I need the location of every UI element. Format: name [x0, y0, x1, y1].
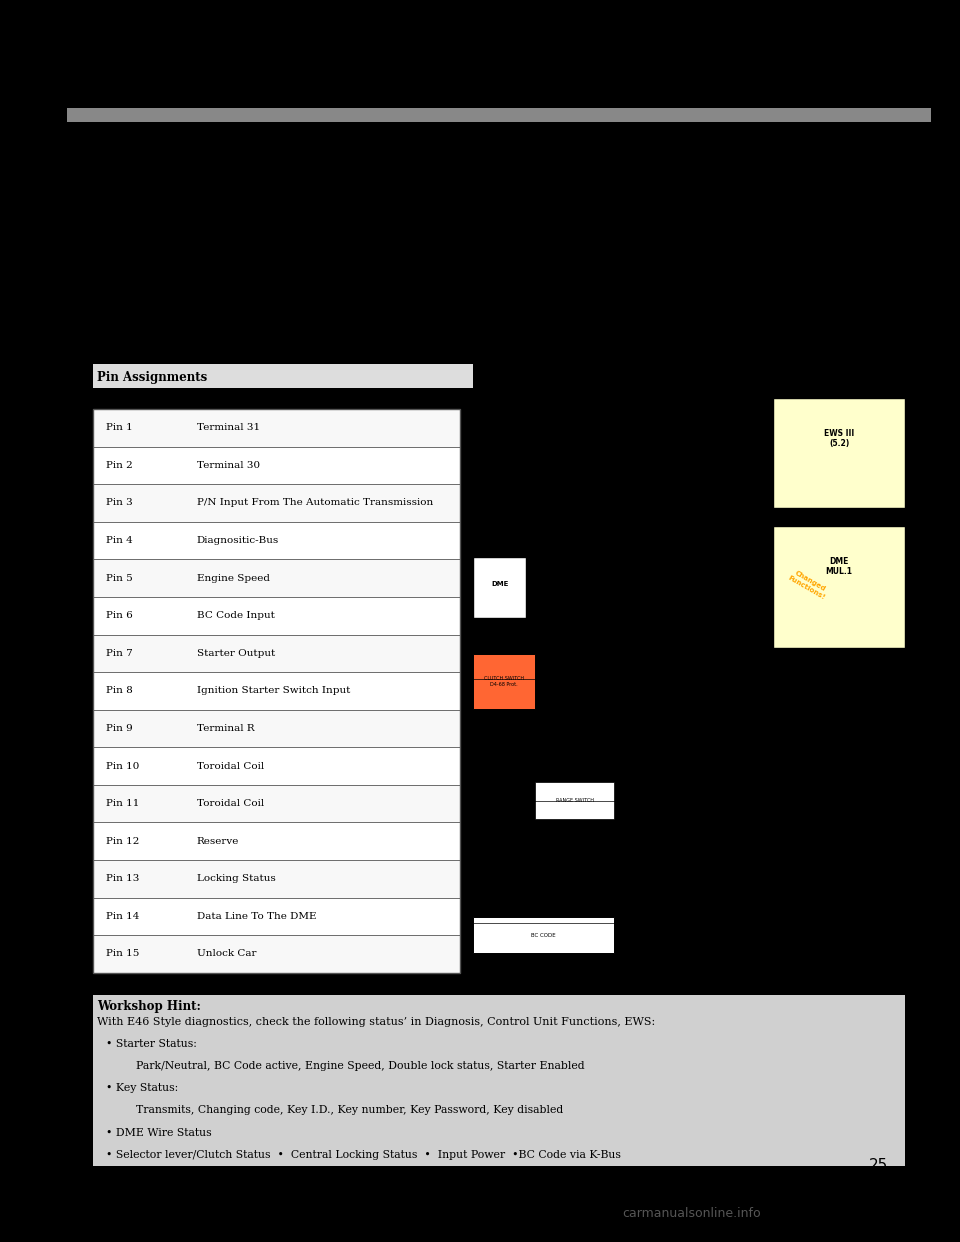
Text: Pin 9: Pin 9	[106, 724, 132, 733]
Text: BC CODE: BC CODE	[532, 933, 556, 938]
Bar	[93, 484, 461, 522]
Text: Pin 10: Pin 10	[106, 761, 139, 770]
Bar	[67, 108, 931, 122]
Text: P/N Input From The Automatic Transmission: P/N Input From The Automatic Transmissio…	[197, 498, 433, 508]
Text: Reserve: Reserve	[197, 837, 239, 846]
Text: Unlock Car: Unlock Car	[197, 949, 256, 959]
Text: BC Code Input: BC Code Input	[197, 611, 275, 620]
Bar	[93, 559, 461, 597]
Text: EWS III D: EWS III D	[98, 394, 157, 406]
Text: • Starter Status:: • Starter Status:	[106, 1040, 197, 1049]
Text: CLUTCH SWITCH
D4-68 Prot.: CLUTCH SWITCH D4-68 Prot.	[484, 677, 524, 687]
Text: K. 30: K. 30	[587, 397, 607, 406]
Text: M: M	[856, 765, 865, 775]
Bar	[93, 597, 461, 635]
Text: Toroidal Coil: Toroidal Coil	[197, 761, 264, 770]
Text: Pin 15: Pin 15	[106, 949, 139, 959]
Bar	[93, 995, 905, 1166]
Bar	[93, 822, 461, 859]
Text: Terminal R: Terminal R	[197, 724, 254, 733]
Text: • DME Wire Status: • DME Wire Status	[106, 1128, 212, 1138]
Text: HALL
EFFECT: HALL EFFECT	[491, 743, 509, 753]
Text: Pin 1: Pin 1	[106, 424, 132, 432]
Text: EWS III
(5.2): EWS III (5.2)	[824, 428, 854, 448]
Bar	[473, 556, 526, 617]
Text: RANGE SWITCH: RANGE SWITCH	[556, 799, 593, 804]
Text: TD: TD	[729, 501, 739, 510]
Text: • Selector lever/Clutch Status  •  Central Locking Status  •  Input Power  •BC C: • Selector lever/Clutch Status • Central…	[106, 1150, 621, 1160]
Text: DOUBLE LOCK: DOUBLE LOCK	[562, 846, 596, 851]
Text: Diagnositic-Bus: Diagnositic-Bus	[197, 537, 279, 545]
Text: OR.1: OR.1	[797, 846, 810, 851]
Bar	[93, 859, 461, 898]
Bar	[93, 364, 473, 388]
Text: Ignition Starter Switch Input: Ignition Starter Switch Input	[197, 687, 350, 696]
Text: Changed
Functions!: Changed Functions!	[787, 569, 829, 600]
Bar	[473, 917, 614, 954]
Text: Pin 11: Pin 11	[106, 799, 139, 809]
Text: carmanualsonline.info: carmanualsonline.info	[622, 1207, 760, 1220]
Text: Pin 4: Pin 4	[106, 537, 132, 545]
Bar	[93, 447, 461, 484]
Bar	[628, 404, 662, 954]
Text: DME
MUL.1: DME MUL.1	[826, 556, 852, 576]
Bar	[93, 709, 461, 748]
Text: Keys that are lost or stolen may be deactivated or made to not operate the start: Keys that are lost or stolen may be deac…	[93, 250, 643, 339]
Text: Locking Status: Locking Status	[197, 874, 276, 883]
Text: Pin Assignments: Pin Assignments	[98, 371, 207, 385]
Text: 8510130: 8510130	[309, 394, 361, 406]
Text: Pin 8: Pin 8	[106, 687, 132, 696]
Text: With E46 Style diagnostics, check the following status’ in Diagnosis, Control Un: With E46 Style diagnostics, check the fo…	[98, 1017, 656, 1027]
Text: EWS: EWS	[865, 1171, 888, 1181]
Text: There is no limit to the number of times a key can be activated/deactivated.: There is no limit to the number of times…	[93, 349, 544, 363]
Text: "ROLLING CODE"
or
LFUN: "ROLLING CODE" or LFUN	[790, 651, 844, 667]
Bar	[93, 748, 461, 785]
Bar	[93, 672, 461, 709]
Text: Workshop Hint:: Workshop Hint:	[98, 1000, 202, 1013]
Text: P/K
BAL.ETRD: P/K BAL.ETRD	[479, 810, 503, 820]
Text: 25: 25	[869, 1158, 888, 1172]
Text: Park/Neutral, BC Code active, Engine Speed, Double lock status, Starter Enabled: Park/Neutral, BC Code active, Engine Spe…	[136, 1061, 585, 1071]
Text: Starter Output: Starter Output	[197, 648, 276, 658]
Text: Pin 14: Pin 14	[106, 912, 139, 920]
Bar	[93, 635, 461, 672]
Text: KL.50 START
SIGNAL: KL.50 START SIGNAL	[776, 718, 805, 729]
Bar	[93, 522, 461, 559]
Text: Pin 7: Pin 7	[106, 648, 132, 658]
Bar	[93, 935, 461, 972]
Text: DME: DME	[491, 581, 509, 587]
FancyBboxPatch shape	[773, 399, 905, 508]
Text: Key Activation: Key Activation	[93, 222, 201, 235]
Text: Pin 13: Pin 13	[106, 874, 139, 883]
Text: Pin 3: Pin 3	[106, 498, 132, 508]
Text: Engine Speed: Engine Speed	[197, 574, 270, 582]
Text: Under certain condition “Alignment” of the DME and EWS III D modules may still b: Under certain condition “Alignment” of t…	[93, 153, 628, 204]
Text: Transmits, Changing code, Key I.D., Key number, Key Password, Key disabled: Transmits, Changing code, Key I.D., Key …	[136, 1105, 564, 1115]
Text: Terminal 30: Terminal 30	[197, 461, 260, 469]
Bar	[67, 81, 931, 108]
Bar	[93, 409, 461, 972]
Text: • Key Status:: • Key Status:	[106, 1083, 179, 1093]
FancyBboxPatch shape	[773, 527, 905, 648]
Text: Data Line To The DME: Data Line To The DME	[197, 912, 316, 920]
Bar	[93, 409, 461, 447]
Bar	[473, 655, 535, 709]
Text: Pin 5: Pin 5	[106, 574, 132, 582]
Bar	[93, 898, 461, 935]
Text: Toroidal Coil: Toroidal Coil	[197, 799, 264, 809]
Bar	[93, 785, 461, 822]
Text: Pin 6: Pin 6	[106, 611, 132, 620]
Bar	[535, 782, 614, 818]
Text: Terminal 31: Terminal 31	[197, 424, 260, 432]
Text: Pin 12: Pin 12	[106, 837, 139, 846]
Text: Pin 2: Pin 2	[106, 461, 132, 469]
